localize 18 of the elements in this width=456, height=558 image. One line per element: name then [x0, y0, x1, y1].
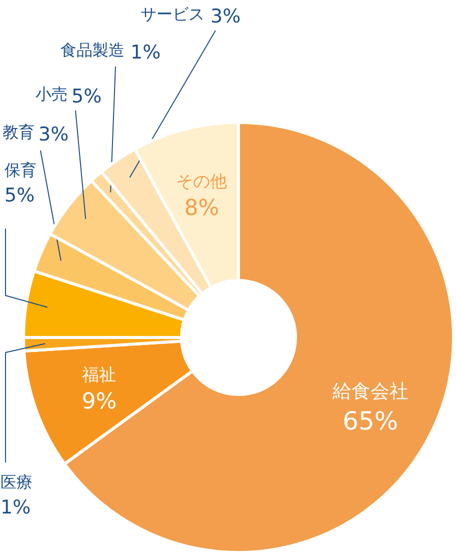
- slice-label: 福祉: [82, 366, 116, 386]
- slice-label: 医療: [0, 472, 32, 492]
- slice-label: 保育: [4, 160, 36, 180]
- data-label: 3%: [210, 6, 241, 28]
- slice-label: 給食会社: [331, 380, 408, 403]
- slice-label: その他: [176, 172, 228, 192]
- data-label: 8%: [184, 196, 220, 222]
- slice-label: サービス: [140, 4, 204, 24]
- data-label: 65%: [342, 406, 398, 436]
- slice-label: 教育: [2, 122, 34, 142]
- data-label: 1%: [0, 496, 31, 518]
- slice-label: 小売: [36, 84, 68, 104]
- data-label: 5%: [72, 86, 102, 108]
- data-label: 1%: [130, 42, 161, 64]
- data-label: 3%: [38, 124, 69, 146]
- data-label: 5%: [4, 184, 35, 206]
- slice-label: 食品製造: [60, 40, 124, 60]
- data-label: 9%: [82, 390, 117, 415]
